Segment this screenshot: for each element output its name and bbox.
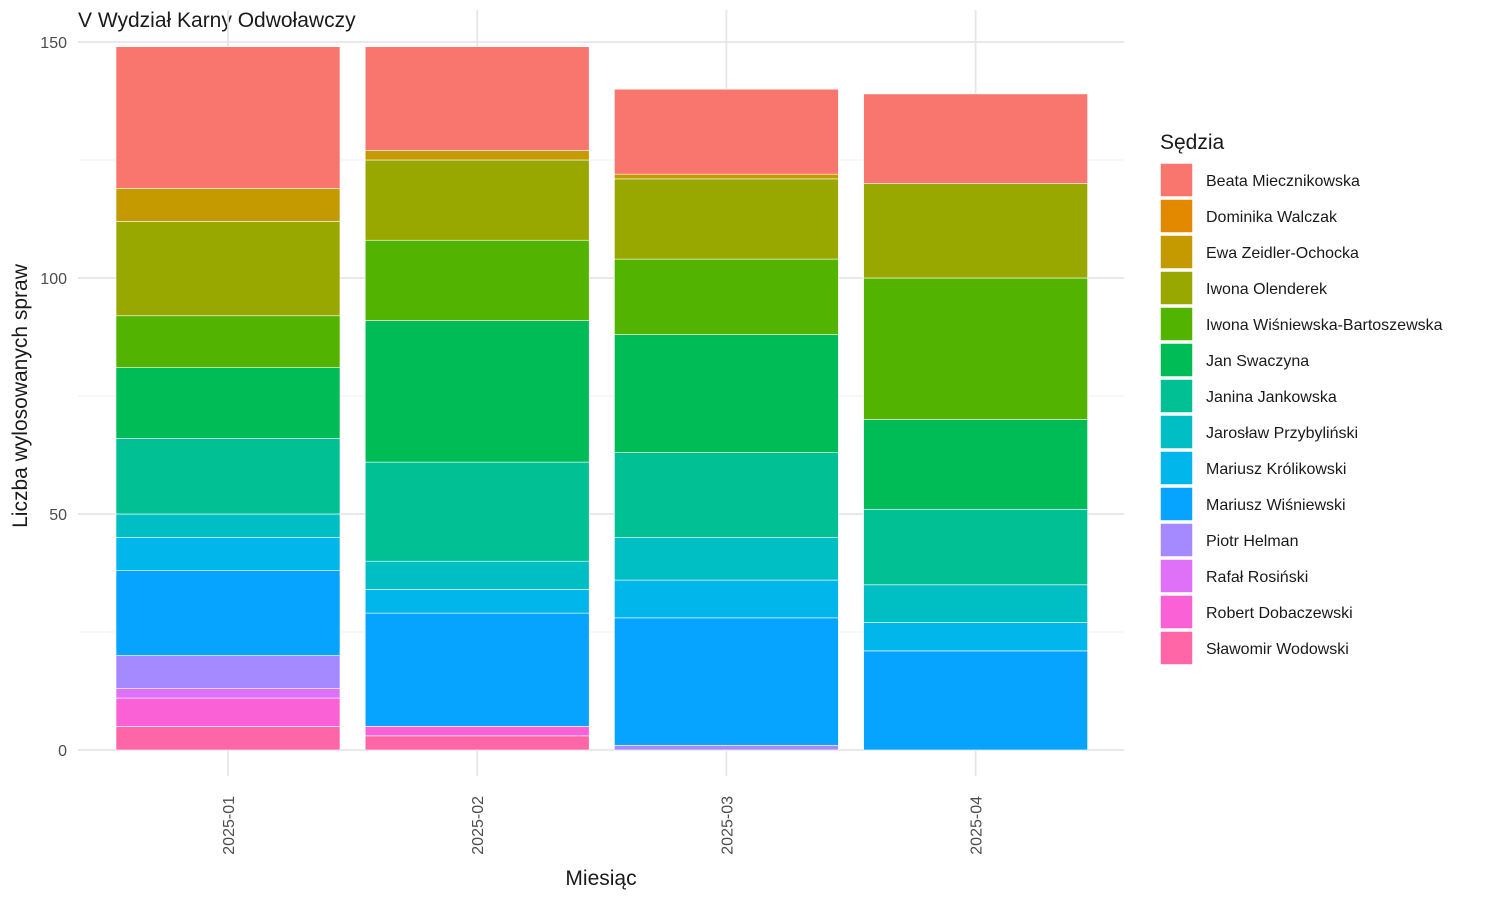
- y-axis-label: Liczba wylosowanych spraw: [9, 263, 32, 528]
- bar-segment: [614, 258, 839, 335]
- legend-key: [1159, 342, 1194, 378]
- legend-key: [1159, 378, 1194, 414]
- bar-segment: [614, 617, 839, 746]
- legend-label: Dominika Walczak: [1206, 209, 1338, 226]
- legend-key: [1159, 270, 1194, 306]
- bar-segment: [364, 589, 590, 614]
- legend-label: Iwona Olenderek: [1206, 281, 1328, 298]
- bar-segment: [364, 461, 590, 562]
- bar-segment: [115, 221, 341, 317]
- bar-segment: [115, 513, 341, 538]
- bar-segment: [614, 537, 839, 581]
- bar-segment: [364, 150, 590, 161]
- legend-key: [1159, 450, 1194, 486]
- bar-segment: [115, 688, 341, 699]
- bar-segment: [364, 159, 590, 241]
- legend-key: [1159, 234, 1194, 270]
- legend-key: [1159, 594, 1194, 630]
- legend-key: [1159, 414, 1194, 450]
- bar-segment: [115, 438, 341, 515]
- y-tick-label: 100: [40, 271, 67, 288]
- bar-segment: [115, 697, 341, 727]
- legend-label: Sławomir Wodowski: [1206, 641, 1349, 658]
- legend-key: [1159, 522, 1194, 558]
- y-axis: 0 50 100 150: [40, 35, 67, 760]
- legend: Sędzia Beata Miecznikowska Dominika Walcz…: [1159, 131, 1443, 666]
- bar-segment: [863, 584, 1088, 623]
- legend-key: [1159, 630, 1194, 666]
- x-tick-label: 2025-02: [470, 796, 487, 855]
- x-axis-label: Miesiąc: [565, 867, 636, 890]
- legend-label: Rafał Rosiński: [1206, 569, 1308, 586]
- x-tick-label: 2025-04: [969, 796, 986, 855]
- legend-key: [1159, 558, 1194, 594]
- legend-label: Piotr Helman: [1206, 533, 1298, 550]
- bar-segment: [364, 239, 590, 321]
- bar-segment: [863, 93, 1088, 184]
- bar-segment: [863, 419, 1088, 510]
- legend-label: Beata Miecznikowska: [1206, 173, 1360, 190]
- bar-segment: [863, 277, 1088, 420]
- bar-segment: [614, 178, 839, 260]
- bar-segment: [115, 315, 341, 368]
- bar-segment: [614, 88, 839, 175]
- bar-segment: [614, 334, 839, 453]
- bars: [115, 46, 1088, 751]
- bar-segment: [863, 508, 1088, 586]
- bar-segment: [614, 173, 839, 180]
- bar-segment: [364, 735, 590, 751]
- bar-segment: [614, 744, 839, 751]
- bar-segment: [863, 622, 1088, 652]
- bar-segment: [115, 367, 341, 439]
- bar-segment: [115, 570, 341, 656]
- bar-segment: [364, 46, 590, 151]
- bar-segment: [364, 320, 590, 463]
- x-axis: 2025-01 2025-02 2025-03 2025-04: [221, 796, 986, 855]
- legend-key: [1159, 486, 1194, 522]
- bar-segment: [364, 612, 590, 727]
- legend-label: Iwona Wiśniewska-Bartoszewska: [1206, 317, 1443, 334]
- legend-label: Mariusz Królikowski: [1206, 461, 1346, 478]
- x-tick-label: 2025-03: [719, 796, 736, 855]
- chart-title: V Wydział Karny Odwoławczy: [78, 9, 356, 32]
- y-tick-label: 150: [40, 35, 67, 52]
- bar-segment: [364, 560, 590, 590]
- legend-title: Sędzia: [1160, 131, 1225, 154]
- legend-label: Ewa Zeidler-Ochocka: [1206, 245, 1359, 262]
- legend-label: Mariusz Wiśniewski: [1206, 497, 1346, 514]
- legend-label: Jarosław Przybyliński: [1206, 425, 1358, 442]
- bar-segment: [115, 655, 341, 689]
- x-tick-label: 2025-01: [221, 796, 238, 855]
- bar-segment: [115, 726, 341, 751]
- bar-segment: [115, 188, 341, 222]
- legend-key: [1159, 306, 1194, 342]
- legend-label: Jan Swaczyna: [1206, 353, 1309, 370]
- bar-segment: [115, 46, 341, 189]
- legend-label: Janina Jankowska: [1206, 389, 1337, 406]
- legend-label: Robert Dobaczewski: [1206, 605, 1353, 622]
- bar-segment: [614, 579, 839, 619]
- bar-segment: [863, 650, 1088, 751]
- legend-key: [1159, 162, 1194, 198]
- y-tick-label: 0: [58, 743, 67, 760]
- bar-segment: [863, 183, 1088, 279]
- bar-segment: [115, 537, 341, 571]
- bar-segment: [364, 726, 590, 737]
- bar-segment: [614, 452, 839, 538]
- legend-key: [1159, 198, 1194, 234]
- y-tick-label: 50: [49, 507, 67, 524]
